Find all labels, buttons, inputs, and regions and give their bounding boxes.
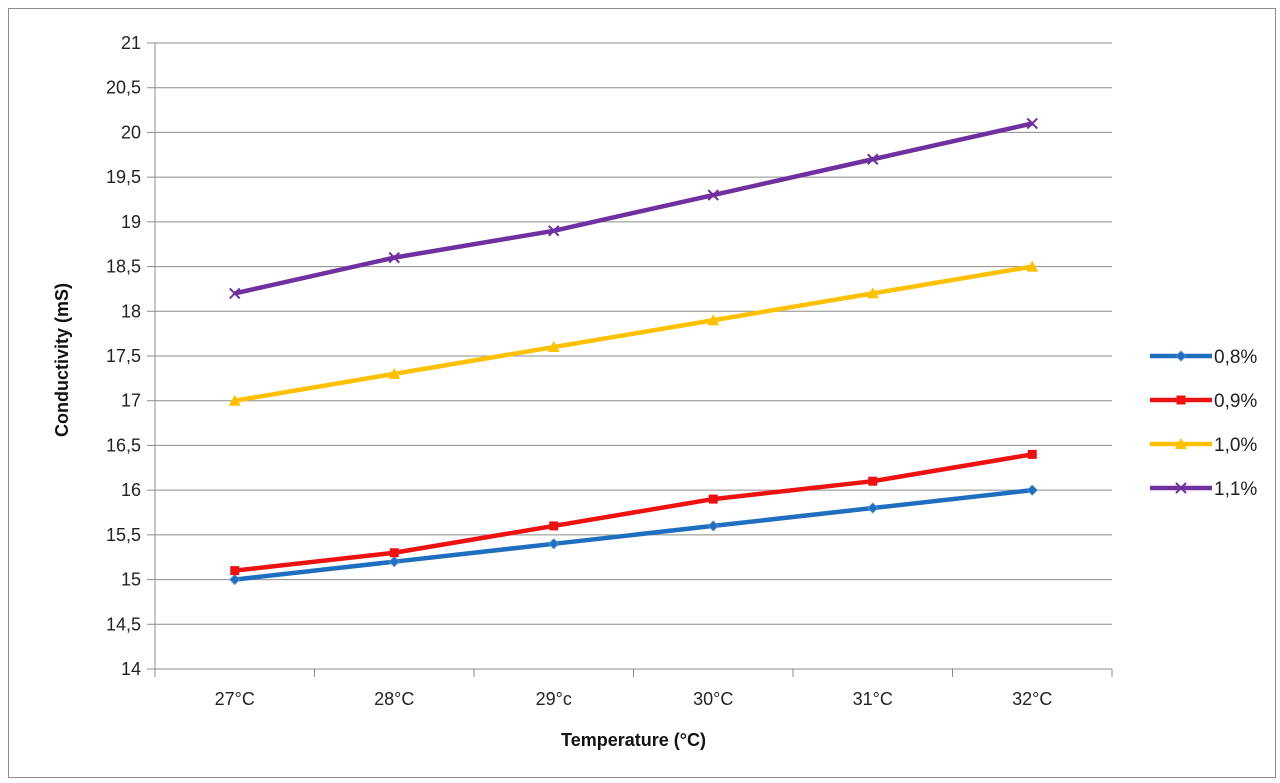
data-point: [229, 287, 241, 300]
x-tick-label: 29°c: [536, 689, 572, 709]
series-2: [228, 260, 1039, 406]
x-tick-label: 27°C: [215, 689, 255, 709]
y-tick-label: 15: [121, 570, 141, 590]
data-point: [1026, 484, 1038, 496]
chart-frame: [8, 8, 1276, 778]
legend-item: 1,1%: [1150, 479, 1257, 500]
series-1: [230, 449, 1037, 576]
data-point: [867, 502, 879, 514]
data-point: [868, 476, 878, 486]
legend-label: 0,9%: [1214, 391, 1257, 412]
data-point: [388, 367, 401, 379]
series-3: [229, 117, 1038, 300]
y-tick-label: 18: [121, 301, 141, 321]
legend-item: 1,0%: [1150, 435, 1257, 456]
series-line: [234, 452, 1033, 573]
data-point: [867, 153, 879, 165]
legend-label: 1,0%: [1214, 435, 1257, 456]
y-tick-label: 17,5: [106, 346, 141, 366]
y-tick-label: 20,5: [106, 78, 141, 98]
x-axis-title: Temperature (°C): [561, 730, 706, 750]
legend: 0,8% 0,9% 1,0% 1,1%: [1150, 347, 1257, 500]
series-0: [229, 484, 1038, 586]
y-tick-label: 18,5: [106, 257, 141, 277]
series-line: [234, 264, 1033, 403]
data-point: [389, 548, 399, 558]
data-point: [1027, 449, 1037, 459]
data-point: [708, 494, 718, 504]
legend-marker: [1175, 350, 1187, 362]
legend-label: 1,1%: [1214, 479, 1257, 500]
x-tick-label: 30°C: [693, 689, 733, 709]
data-point: [388, 251, 400, 264]
x-tick-label: 32°C: [1012, 689, 1052, 709]
data-point: [388, 556, 400, 568]
x-axis-ticks: 27°C 28°C 29°c 30°C 31°C 32°C: [154, 669, 1113, 709]
data-point: [548, 538, 560, 550]
y-tick-label: 20: [121, 122, 141, 142]
data-point: [548, 225, 560, 237]
legend-label: 0,8%: [1214, 347, 1257, 368]
data-point: [707, 189, 719, 201]
y-tick-label: 14: [121, 659, 141, 679]
y-tick-label: 19: [121, 212, 141, 232]
y-tick-label: 14,5: [106, 614, 141, 634]
data-point: [549, 521, 559, 531]
y-axis-ticks: 14 14,5 15 15,5 16 16,5 17 17,5 18 18,5 19 19,5 20 20…: [106, 33, 141, 679]
data-point: [547, 341, 560, 353]
legend-marker: [1175, 438, 1187, 449]
y-tick-label: 16,5: [106, 435, 141, 455]
y-tick-label: 15,5: [106, 525, 141, 545]
series-line: [234, 121, 1033, 296]
legend-item: 0,8%: [1150, 347, 1257, 368]
x-tick-label: 31°C: [853, 689, 893, 709]
legend-item: 0,9%: [1150, 391, 1257, 412]
series-line: [234, 487, 1033, 582]
data-point: [707, 314, 720, 326]
data-point: [1026, 117, 1038, 130]
y-tick-label: 21: [121, 33, 141, 53]
data-point: [707, 520, 719, 532]
series-group: [228, 117, 1039, 586]
legend-marker: [1175, 482, 1187, 494]
data-point: [1026, 260, 1039, 272]
data-point: [229, 574, 241, 586]
data-point: [228, 394, 241, 406]
x-tick-label: 28°C: [374, 689, 414, 709]
y-tick-label: 17: [121, 391, 141, 411]
legend-marker: [1176, 395, 1186, 405]
y-tick-label: 16: [121, 480, 141, 500]
data-point: [230, 566, 240, 576]
y-axis-title: Conductivity (mS): [52, 283, 72, 437]
data-point: [866, 287, 879, 299]
y-tick-label: 19,5: [106, 167, 141, 187]
